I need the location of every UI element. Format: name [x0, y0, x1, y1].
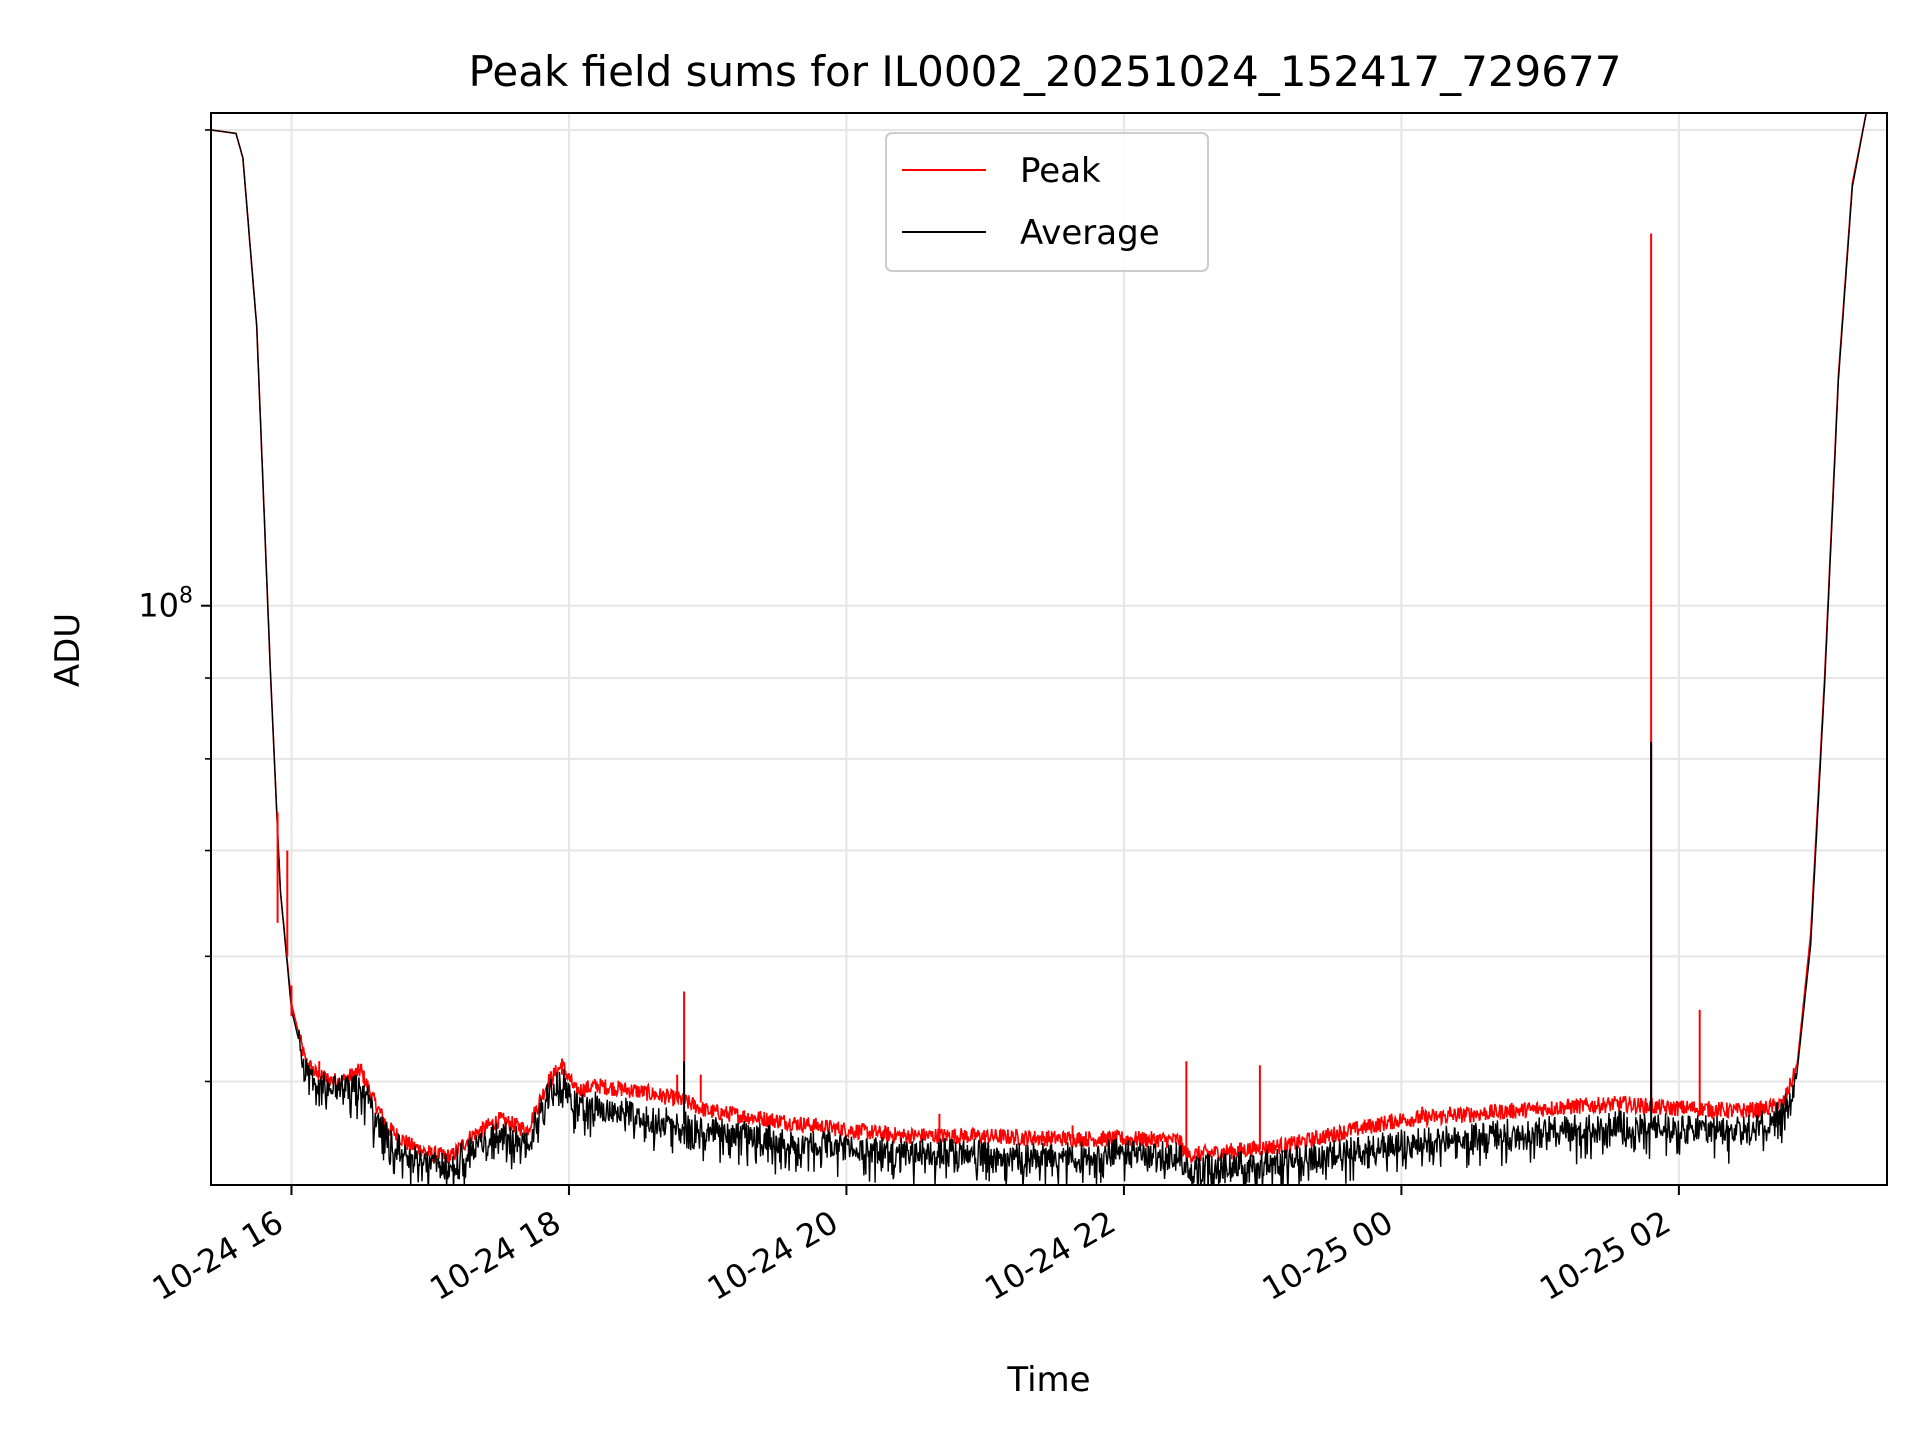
x-axis-label: Time — [1006, 1360, 1090, 1400]
series-layer — [211, 113, 1887, 1185]
y-axis-label: ADU — [48, 613, 88, 687]
legend-label-peak: Peak — [1020, 151, 1101, 191]
series-line-peak — [211, 113, 1887, 1165]
legend-label-average: Average — [1020, 213, 1160, 253]
chart-title: Peak field sums for IL0002_20251024_1524… — [469, 47, 1622, 96]
plot-frame — [210, 112, 1888, 1186]
legend: Peak Average — [885, 132, 1209, 272]
series-line-average — [211, 113, 1887, 1185]
legend-box — [885, 132, 1209, 272]
grid — [211, 113, 1887, 1185]
y-tick-label: 108 — [138, 584, 193, 625]
